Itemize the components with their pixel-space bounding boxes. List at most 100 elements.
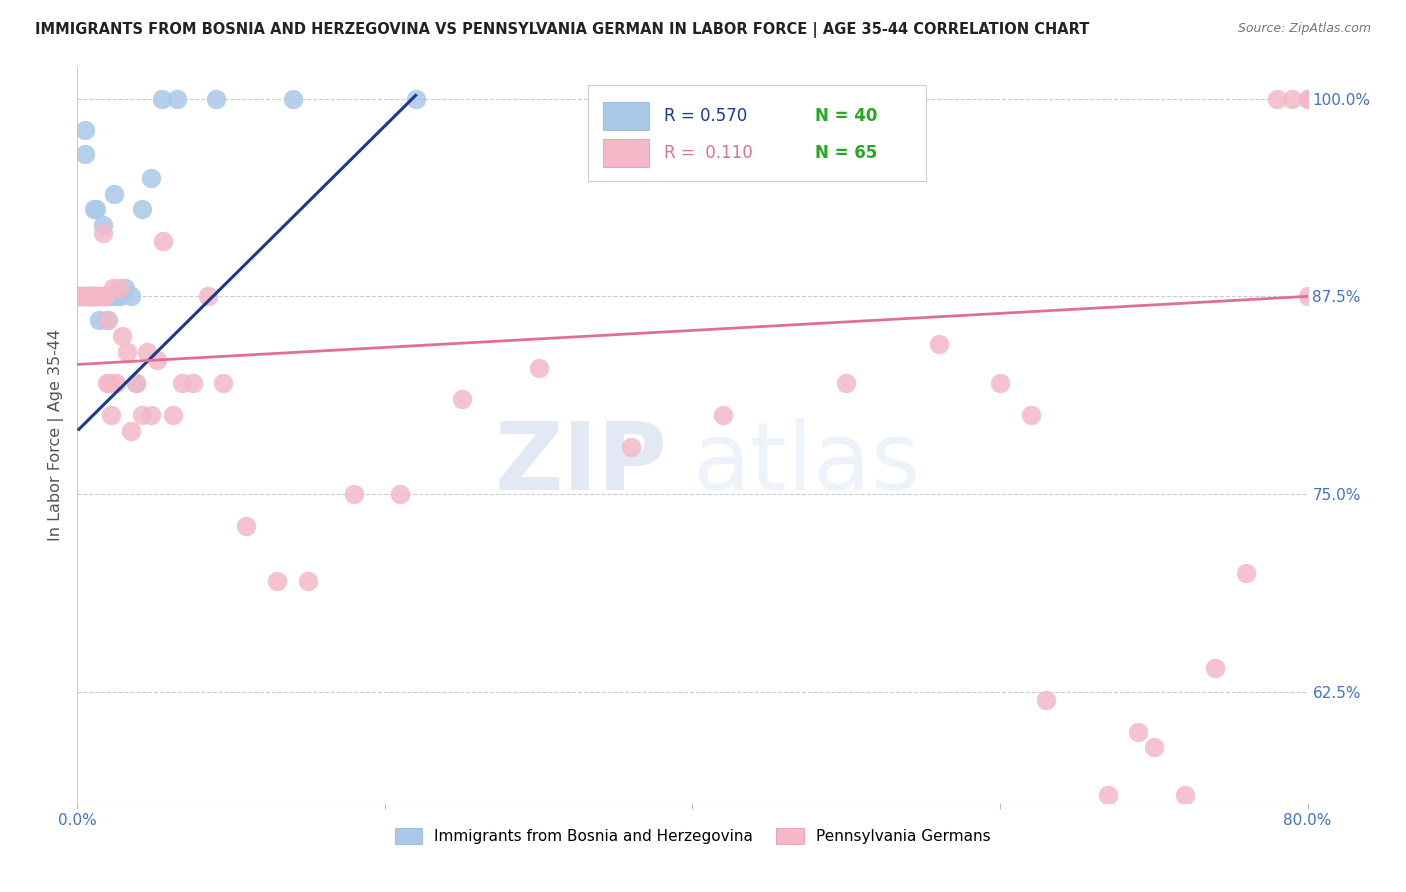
Point — [166, 91, 188, 105]
Point — [96, 313, 118, 327]
Point — [450, 392, 472, 407]
Point — [83, 289, 105, 303]
Point — [76, 289, 98, 303]
Point — [84, 289, 107, 303]
Point — [80, 289, 103, 303]
Point — [115, 344, 138, 359]
Point — [87, 313, 110, 327]
Point — [86, 289, 108, 303]
Legend: Immigrants from Bosnia and Herzegovina, Pennsylvania Germans: Immigrants from Bosnia and Herzegovina, … — [388, 822, 997, 850]
Point — [77, 289, 100, 303]
Point — [152, 234, 174, 248]
Text: N = 40: N = 40 — [815, 107, 877, 125]
Point — [212, 376, 235, 391]
Point — [82, 289, 104, 303]
Point — [90, 289, 114, 303]
Point — [162, 408, 184, 422]
FancyBboxPatch shape — [588, 86, 927, 181]
Point — [94, 289, 117, 303]
Point — [1265, 91, 1288, 105]
Point — [527, 360, 550, 375]
Point — [72, 289, 94, 303]
Point — [110, 289, 132, 303]
Point — [405, 91, 427, 105]
Point — [1035, 693, 1057, 707]
Point — [94, 289, 117, 303]
Point — [125, 376, 148, 391]
Point — [197, 289, 219, 303]
Text: IMMIGRANTS FROM BOSNIA AND HERZEGOVINA VS PENNSYLVANIA GERMAN IN LABOR FORCE | A: IMMIGRANTS FROM BOSNIA AND HERZEGOVINA V… — [35, 22, 1090, 38]
Point — [77, 289, 100, 303]
Point — [77, 289, 100, 303]
Point — [79, 289, 101, 303]
Point — [928, 336, 950, 351]
Point — [389, 487, 412, 501]
Text: ZIP: ZIP — [495, 418, 668, 510]
Point — [101, 281, 124, 295]
Point — [1296, 91, 1319, 105]
Point — [89, 289, 111, 303]
Point — [69, 289, 91, 303]
Point — [108, 281, 131, 295]
Point — [89, 289, 111, 303]
Point — [1234, 566, 1257, 581]
Point — [84, 289, 107, 303]
Point — [70, 289, 93, 303]
Point — [90, 289, 114, 303]
Point — [79, 289, 101, 303]
Point — [835, 376, 858, 391]
Point — [76, 289, 98, 303]
Point — [97, 289, 120, 303]
Point — [73, 147, 96, 161]
Point — [82, 289, 104, 303]
Point — [70, 289, 93, 303]
Point — [131, 202, 153, 217]
Point — [988, 376, 1011, 391]
Point — [1296, 91, 1319, 105]
Point — [266, 574, 288, 589]
Point — [96, 376, 118, 391]
Point — [235, 519, 257, 533]
Point — [1097, 788, 1119, 802]
Point — [84, 202, 107, 217]
Point — [72, 289, 94, 303]
Point — [1174, 788, 1197, 802]
Point — [73, 123, 96, 137]
Point — [1128, 724, 1150, 739]
Point — [83, 202, 105, 217]
Point — [1204, 661, 1226, 675]
Point — [67, 289, 90, 303]
Point — [97, 313, 120, 327]
Point — [204, 91, 226, 105]
Point — [82, 289, 104, 303]
Point — [73, 289, 96, 303]
Point — [82, 289, 104, 303]
Point — [146, 352, 169, 367]
Point — [87, 289, 110, 303]
Text: R = 0.570: R = 0.570 — [664, 107, 748, 125]
FancyBboxPatch shape — [603, 139, 650, 167]
Point — [80, 289, 103, 303]
Text: N = 65: N = 65 — [815, 144, 877, 162]
Point — [120, 289, 142, 303]
Text: R =  0.110: R = 0.110 — [664, 144, 752, 162]
Point — [114, 281, 136, 295]
Point — [1296, 289, 1319, 303]
Point — [711, 408, 734, 422]
Point — [100, 408, 122, 422]
Point — [83, 289, 105, 303]
Text: Source: ZipAtlas.com: Source: ZipAtlas.com — [1237, 22, 1371, 36]
Point — [93, 226, 115, 240]
Point — [141, 408, 163, 422]
Point — [93, 218, 115, 232]
Point — [343, 487, 366, 501]
Point — [125, 376, 148, 391]
Point — [67, 289, 90, 303]
Point — [120, 424, 142, 438]
Point — [111, 329, 134, 343]
Y-axis label: In Labor Force | Age 35-44: In Labor Force | Age 35-44 — [48, 329, 65, 541]
Point — [105, 289, 128, 303]
Point — [100, 289, 122, 303]
Point — [181, 376, 204, 391]
Point — [281, 91, 304, 105]
